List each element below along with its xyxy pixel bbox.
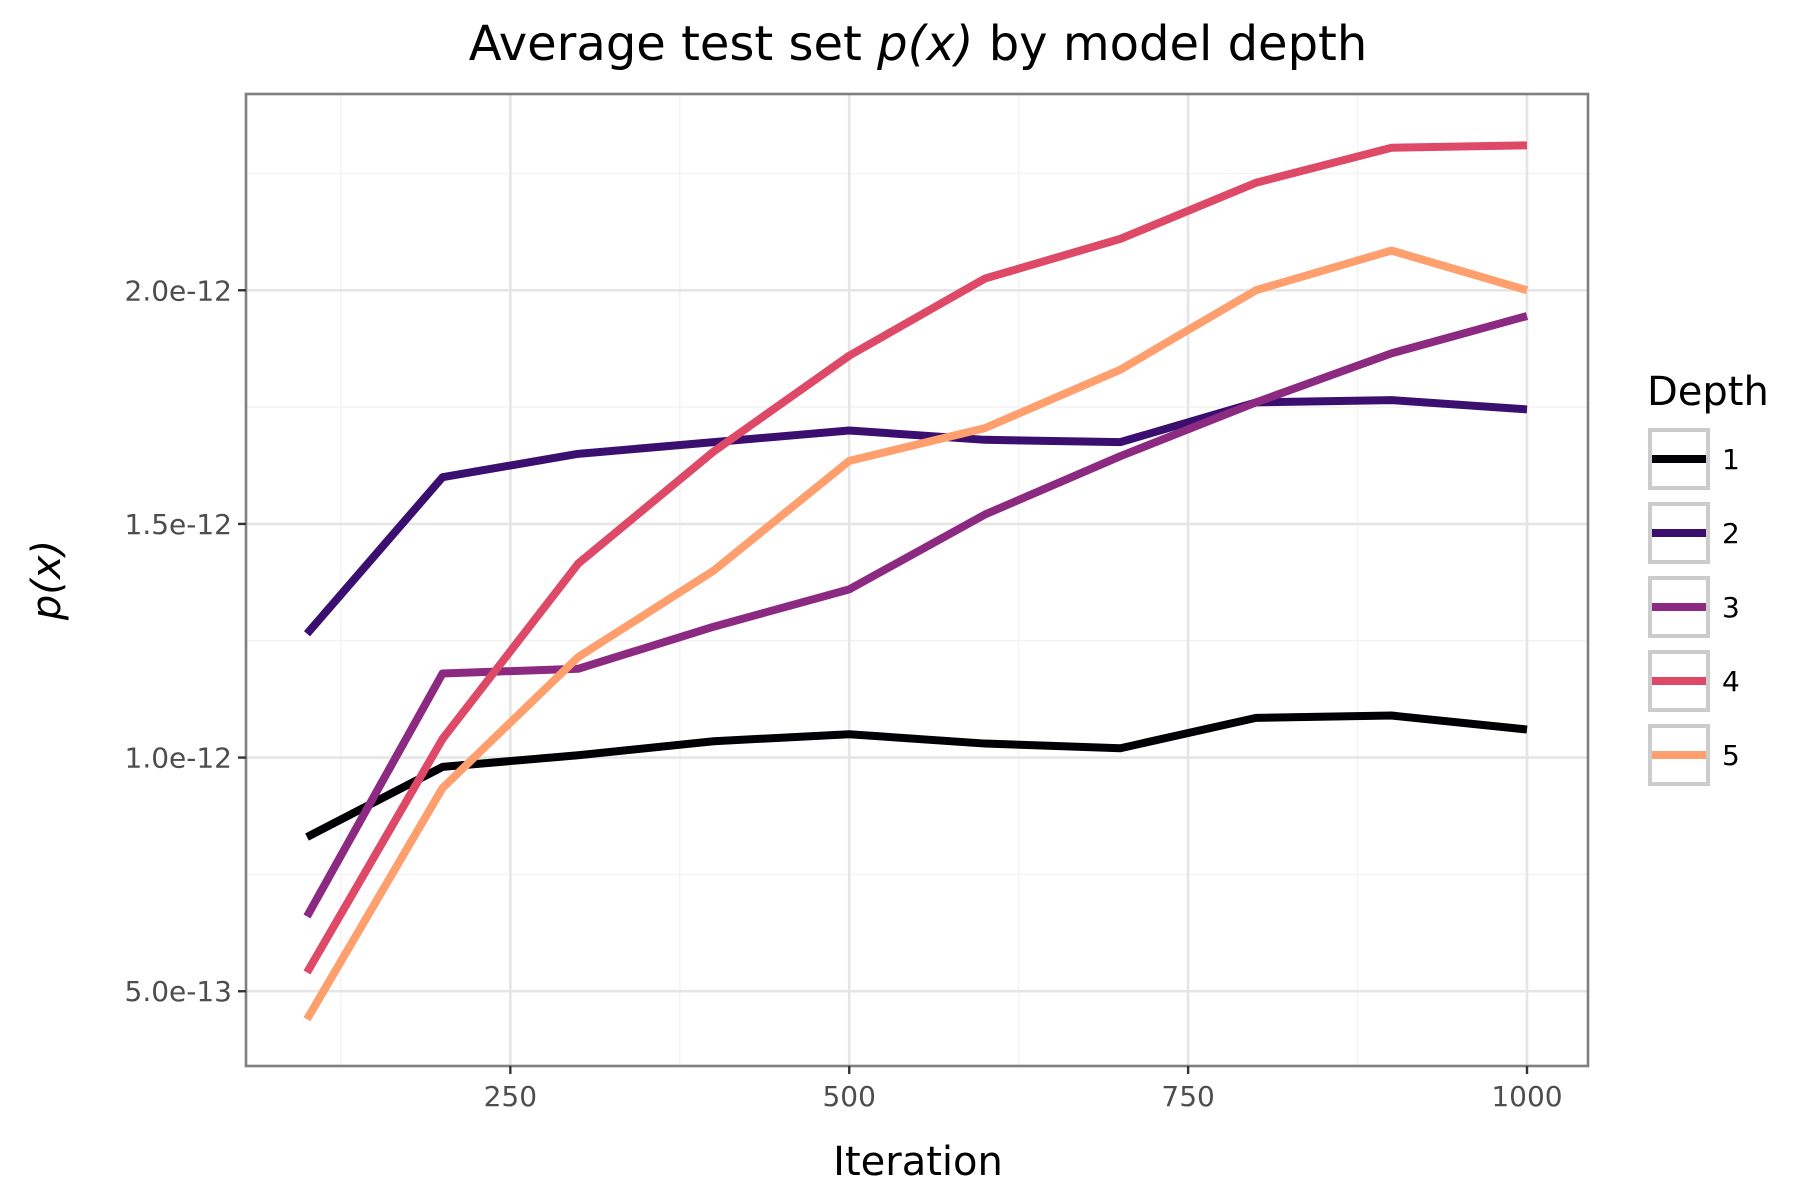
chart-title-after: by model depth xyxy=(973,16,1367,72)
x-tick-label: 750 xyxy=(1161,1080,1214,1113)
plot-panel-background xyxy=(246,94,1588,1066)
x-axis-title: Iteration xyxy=(833,1139,1003,1185)
x-tick-label: 250 xyxy=(484,1080,537,1113)
x-tick-label: 1000 xyxy=(1491,1080,1562,1113)
y-axis-title: p(x) xyxy=(24,540,70,621)
plot-panel-border xyxy=(244,92,1590,1068)
chart-title: Average test set p(x) by model depth xyxy=(469,16,1368,72)
y-tick-label: 1.0e-12 xyxy=(125,742,233,775)
legend-label-depth-4: 4 xyxy=(1722,665,1740,698)
chart-title-before: Average test set xyxy=(469,16,877,72)
legend-title: Depth xyxy=(1647,369,1769,415)
y-tick-label: 2.0e-12 xyxy=(125,274,233,307)
chart-title-math: p(x) xyxy=(876,16,973,72)
series-line-depth-3 xyxy=(303,312,1529,919)
legend-label-depth-5: 5 xyxy=(1722,739,1740,772)
legend-label-depth-3: 3 xyxy=(1722,591,1740,624)
legend-label-depth-2: 2 xyxy=(1722,517,1740,550)
legend-label-depth-1: 1 xyxy=(1722,443,1740,476)
plot-area: 250 500 750 1000 5.0e-13 1.0e-12 1.5e-12 2.0e-1… xyxy=(125,92,1590,1113)
legend: Depth 1 2 3 4 5 xyxy=(1647,369,1769,786)
y-tick-label: 5.0e-13 xyxy=(125,975,233,1008)
series-line-depth-1 xyxy=(305,711,1528,841)
series-line-depth-4 xyxy=(303,141,1528,975)
series-line-depth-2 xyxy=(303,396,1528,637)
y-tick-label: 1.5e-12 xyxy=(125,508,233,541)
x-tick-label: 500 xyxy=(822,1080,875,1113)
series-line-depth-5 xyxy=(303,246,1529,1022)
